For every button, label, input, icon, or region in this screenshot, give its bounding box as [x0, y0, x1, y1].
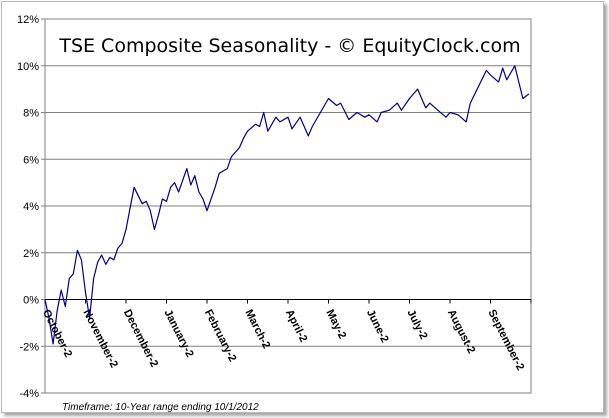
- y-tick-label: 10%: [17, 61, 39, 73]
- seasonality-line: [44, 65, 530, 345]
- y-tick-label: -4%: [19, 388, 39, 400]
- chart-title: TSE Composite Seasonality - © EquityCloc…: [58, 35, 520, 57]
- y-tick-label: 8%: [23, 108, 39, 120]
- y-tick-label: 6%: [23, 154, 39, 166]
- chart-footnote: Timeframe: 10-Year range ending 10/1/201…: [62, 402, 259, 413]
- y-tick-label: 4%: [23, 201, 39, 213]
- y-tick-label: -2%: [19, 341, 39, 353]
- y-tick-label: 2%: [23, 248, 39, 260]
- y-tick-label: 12%: [17, 14, 39, 26]
- y-tick-label: 0%: [23, 295, 39, 307]
